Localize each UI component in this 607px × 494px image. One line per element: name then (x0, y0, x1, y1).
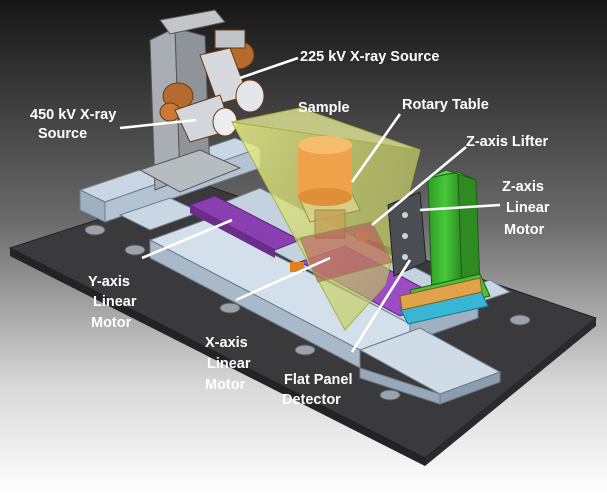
label-y-axis-motor-line1: Y-axis (88, 274, 130, 290)
label-y-axis-motor-line3: Motor (91, 315, 132, 331)
base-plate-edge (10, 248, 425, 466)
label-rotary-table: Rotary Table (402, 97, 489, 113)
label-z-axis-motor-line3: Motor (504, 222, 545, 238)
detector-bolts (402, 212, 408, 260)
leveling-feet (84, 224, 531, 401)
label-x-axis-motor-line3: Motor (205, 377, 246, 393)
pointer-lines (119, 56, 501, 353)
sample-cylinder (298, 136, 352, 206)
label-x-axis-motor-line2: Linear (207, 356, 251, 372)
label-225kv-source: 225 kV X-ray Source (300, 49, 439, 65)
label-450kv-source-line1: 450 kV X-ray (30, 107, 116, 123)
base-plate-edge-right (425, 318, 596, 466)
xray-source-450kv (159, 82, 238, 143)
carriage-block (290, 262, 304, 272)
label-x-axis-motor-line1: X-axis (205, 335, 248, 351)
detector-mount-orange (399, 277, 483, 311)
label-z-axis-lifter: Z-axis Lifter (466, 134, 549, 150)
label-flat-panel-detector-line1: Flat Panel (284, 372, 353, 388)
label-y-axis-motor-line2: Linear (93, 294, 137, 310)
xray-beam-cone-top (231, 107, 421, 151)
label-z-axis-motor-line1: Z-axis (502, 179, 544, 195)
label-450kv-source-line2: Source (38, 126, 87, 142)
xray-source-225kv (199, 29, 265, 113)
label-z-axis-motor-line2: Linear (506, 200, 550, 216)
label-flat-panel-detector-line2: Detector (282, 392, 341, 408)
label-sample: Sample (298, 100, 350, 116)
y-axis-linear-motor-track-side (190, 205, 275, 258)
